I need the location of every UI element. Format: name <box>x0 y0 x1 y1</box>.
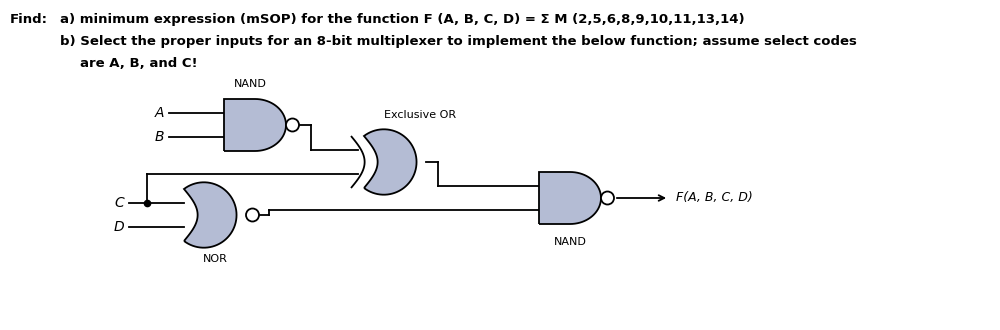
Text: b) Select the proper inputs for an 8-bit multiplexer to implement the below func: b) Select the proper inputs for an 8-bit… <box>60 35 857 48</box>
Text: C: C <box>114 196 124 210</box>
Circle shape <box>286 118 299 131</box>
Text: are A, B, and C!: are A, B, and C! <box>80 57 198 70</box>
Text: B: B <box>154 130 164 144</box>
Text: Find:: Find: <box>10 13 48 26</box>
Text: Exclusive OR: Exclusive OR <box>384 110 456 120</box>
Text: NAND: NAND <box>234 79 266 89</box>
PathPatch shape <box>539 172 601 224</box>
Text: D: D <box>113 220 124 234</box>
Text: F(A, B, C, D): F(A, B, C, D) <box>676 191 753 205</box>
PathPatch shape <box>184 182 237 248</box>
Text: NOR: NOR <box>203 254 227 264</box>
PathPatch shape <box>224 99 286 151</box>
Circle shape <box>601 191 614 205</box>
Text: a) minimum expression (mSOP) for the function F (A, B, C, D) = Σ M (2,5,6,8,9,10: a) minimum expression (mSOP) for the fun… <box>60 13 745 26</box>
Text: A: A <box>154 106 164 120</box>
Circle shape <box>246 209 259 221</box>
Text: NAND: NAND <box>554 237 586 247</box>
PathPatch shape <box>364 129 417 195</box>
